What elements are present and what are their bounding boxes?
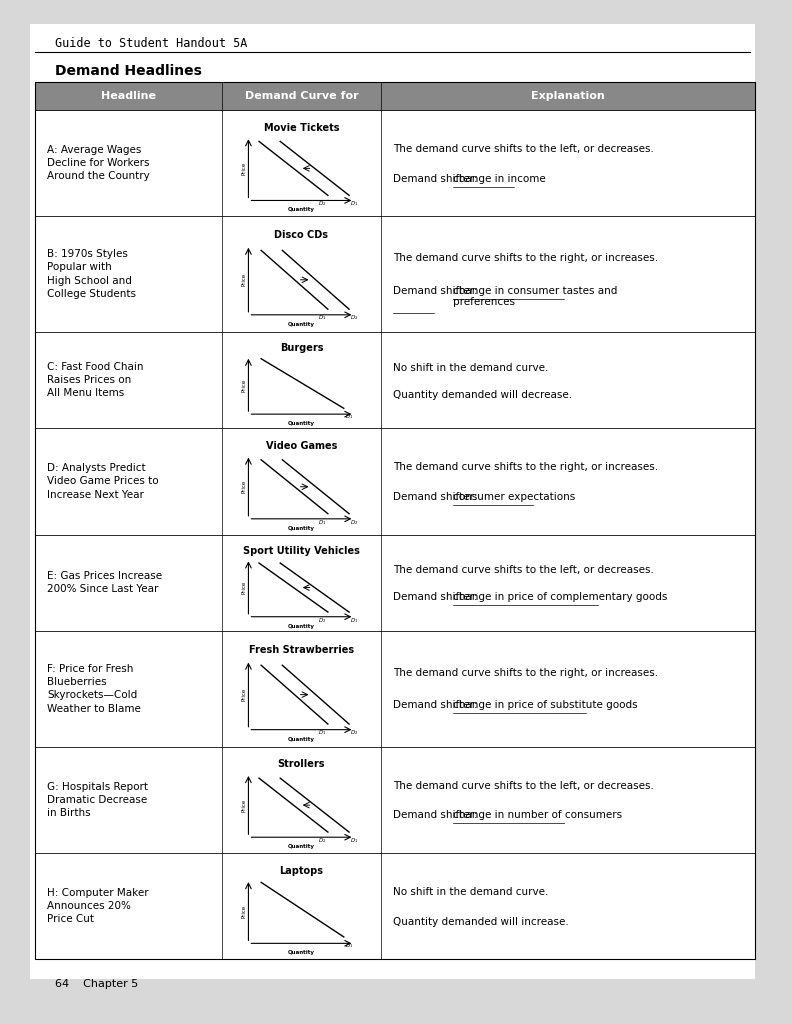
- FancyBboxPatch shape: [35, 332, 755, 428]
- Text: Demand shifter:: Demand shifter:: [393, 700, 481, 711]
- Text: Quantity: Quantity: [288, 421, 315, 426]
- Text: Price: Price: [242, 799, 246, 812]
- Text: Burgers: Burgers: [280, 343, 323, 353]
- FancyBboxPatch shape: [35, 82, 755, 110]
- Text: $D_1$: $D_1$: [318, 728, 326, 737]
- Text: change in price of substitute goods: change in price of substitute goods: [453, 700, 638, 711]
- Text: Demand shifter:: Demand shifter:: [393, 286, 481, 296]
- FancyBboxPatch shape: [35, 535, 755, 631]
- Text: Quantity: Quantity: [288, 322, 315, 327]
- Text: Price: Price: [242, 273, 246, 287]
- Text: Movie Tickets: Movie Tickets: [264, 123, 339, 133]
- Text: B: 1970s Styles
Popular with
High School and
College Students: B: 1970s Styles Popular with High School…: [47, 249, 136, 299]
- Text: C: Fast Food Chain
Raises Prices on
All Menu Items: C: Fast Food Chain Raises Prices on All …: [47, 361, 143, 398]
- Text: Price: Price: [242, 581, 246, 594]
- Text: Demand Headlines: Demand Headlines: [55, 63, 202, 78]
- Text: $D_2$: $D_2$: [350, 518, 359, 526]
- Text: $D_2$: $D_2$: [350, 728, 359, 737]
- Text: Price: Price: [242, 480, 246, 494]
- Text: 64    Chapter 5: 64 Chapter 5: [55, 979, 139, 989]
- Text: $D_1$: $D_1$: [318, 313, 326, 323]
- FancyBboxPatch shape: [35, 428, 755, 535]
- Text: D: Analysts Predict
Video Game Prices to
Increase Next Year: D: Analysts Predict Video Game Prices to…: [47, 463, 158, 500]
- Text: Strollers: Strollers: [278, 760, 326, 769]
- Text: change in price of complementary goods: change in price of complementary goods: [453, 593, 668, 602]
- Text: Demand shifter:: Demand shifter:: [393, 174, 481, 183]
- Text: Laptops: Laptops: [280, 865, 323, 876]
- Text: $D_1$: $D_1$: [350, 836, 359, 845]
- Text: Demand shifter:: Demand shifter:: [393, 493, 481, 502]
- Text: $D_2$: $D_2$: [318, 200, 326, 208]
- Text: Quantity: Quantity: [288, 950, 315, 955]
- FancyBboxPatch shape: [35, 631, 755, 746]
- Text: The demand curve shifts to the right, or increases.: The demand curve shifts to the right, or…: [393, 668, 657, 678]
- Text: $D_1$: $D_1$: [345, 413, 353, 421]
- Text: Price: Price: [242, 378, 246, 391]
- Text: Demand shifter:: Demand shifter:: [393, 810, 481, 820]
- Text: E: Gas Prices Increase
200% Since Last Year: E: Gas Prices Increase 200% Since Last Y…: [47, 571, 162, 594]
- Text: Price: Price: [242, 688, 246, 701]
- Text: Guide to Student Handout 5A: Guide to Student Handout 5A: [55, 37, 247, 50]
- Text: Quantity demanded will decrease.: Quantity demanded will decrease.: [393, 390, 572, 399]
- Text: $D_1$: $D_1$: [318, 518, 326, 526]
- Text: A: Average Wages
Decline for Workers
Around the Country: A: Average Wages Decline for Workers Aro…: [47, 144, 150, 181]
- Text: consumer expectations: consumer expectations: [453, 493, 576, 502]
- Text: Quantity: Quantity: [288, 208, 315, 212]
- FancyBboxPatch shape: [30, 24, 755, 979]
- Text: The demand curve shifts to the right, or increases.: The demand curve shifts to the right, or…: [393, 462, 657, 472]
- Text: The demand curve shifts to the left, or decreases.: The demand curve shifts to the left, or …: [393, 144, 653, 154]
- Text: Quantity demanded will increase.: Quantity demanded will increase.: [393, 916, 569, 927]
- Text: The demand curve shifts to the right, or increases.: The demand curve shifts to the right, or…: [393, 253, 657, 263]
- Text: Quantity: Quantity: [288, 624, 315, 629]
- Text: Disco CDs: Disco CDs: [274, 230, 329, 240]
- Text: Quantity: Quantity: [288, 526, 315, 530]
- Text: No shift in the demand curve.: No shift in the demand curve.: [393, 887, 548, 897]
- Text: The demand curve shifts to the left, or decreases.: The demand curve shifts to the left, or …: [393, 780, 653, 791]
- Text: Fresh Strawberries: Fresh Strawberries: [249, 645, 354, 655]
- Text: Price: Price: [242, 162, 246, 175]
- Text: change in income: change in income: [453, 174, 546, 183]
- Text: G: Hospitals Report
Dramatic Decrease
in Births: G: Hospitals Report Dramatic Decrease in…: [47, 781, 148, 818]
- Text: F: Price for Fresh
Blueberries
Skyrockets—Cold
Weather to Blame: F: Price for Fresh Blueberries Skyrocket…: [47, 664, 141, 714]
- Text: H: Computer Maker
Announces 20%
Price Cut: H: Computer Maker Announces 20% Price Cu…: [47, 888, 149, 924]
- FancyBboxPatch shape: [35, 853, 755, 959]
- Text: Demand shifter:: Demand shifter:: [393, 593, 481, 602]
- Text: change in number of consumers: change in number of consumers: [453, 810, 623, 820]
- Text: Explanation: Explanation: [531, 91, 604, 101]
- Text: The demand curve shifts to the left, or decreases.: The demand curve shifts to the left, or …: [393, 565, 653, 575]
- FancyBboxPatch shape: [35, 110, 755, 216]
- Text: change in consumer tastes and
preferences: change in consumer tastes and preference…: [453, 286, 618, 307]
- Text: $D_1$: $D_1$: [345, 941, 353, 950]
- Text: Sport Utility Vehicles: Sport Utility Vehicles: [243, 546, 360, 556]
- Text: Headline: Headline: [101, 91, 156, 101]
- Text: $D_2$: $D_2$: [318, 836, 326, 845]
- Text: Quantity: Quantity: [288, 736, 315, 741]
- Text: No shift in the demand curve.: No shift in the demand curve.: [393, 362, 548, 373]
- Text: $D_2$: $D_2$: [318, 616, 326, 625]
- Text: $D_1$: $D_1$: [350, 616, 359, 625]
- Text: $D_1$: $D_1$: [350, 200, 359, 208]
- Text: Video Games: Video Games: [265, 441, 337, 452]
- Text: $D_2$: $D_2$: [350, 313, 359, 323]
- FancyBboxPatch shape: [35, 746, 755, 853]
- Text: Quantity: Quantity: [288, 844, 315, 849]
- FancyBboxPatch shape: [35, 216, 755, 332]
- Text: Price: Price: [242, 904, 246, 918]
- Text: Demand Curve for: Demand Curve for: [245, 91, 358, 101]
